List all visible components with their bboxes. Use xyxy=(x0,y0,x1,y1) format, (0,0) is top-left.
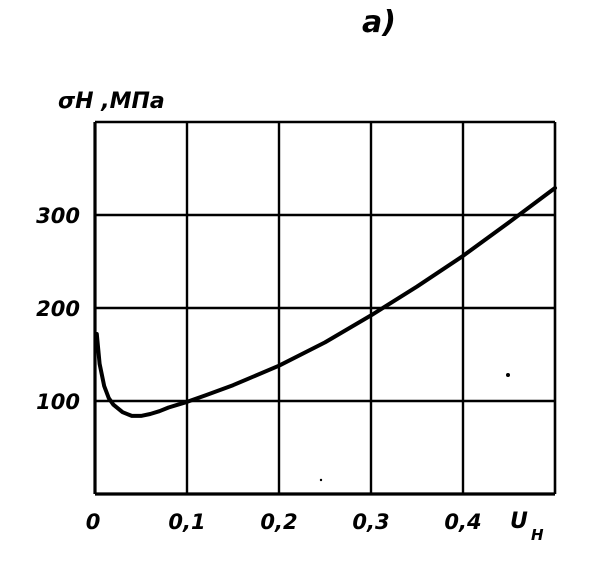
series xyxy=(94,186,557,418)
series-line xyxy=(94,186,557,418)
tick-labels: 0 0,1 0,2 0,3 0,4 100 200 300 xyxy=(36,204,481,534)
y-axis-title: σH ,МПа xyxy=(58,89,165,114)
x-tick-label: 0,1 xyxy=(168,510,205,534)
panel-label: a) xyxy=(362,5,396,40)
axes xyxy=(93,120,557,496)
x-tick-label: 0,2 xyxy=(260,510,297,534)
speck-mark xyxy=(506,373,510,377)
x-tick-label: 0,3 xyxy=(352,510,389,534)
speck-mark xyxy=(319,478,323,482)
y-tick-label: 300 xyxy=(36,204,80,228)
x-axis-title: U xyxy=(510,509,528,534)
x-tick-label: 0,4 xyxy=(444,510,481,534)
grid xyxy=(95,122,555,494)
y-tick-label: 200 xyxy=(36,297,80,321)
y-tick-label: 100 xyxy=(36,390,80,414)
x-tick-label: 0 xyxy=(86,510,101,534)
x-axis-title-subscript: H xyxy=(531,526,544,544)
